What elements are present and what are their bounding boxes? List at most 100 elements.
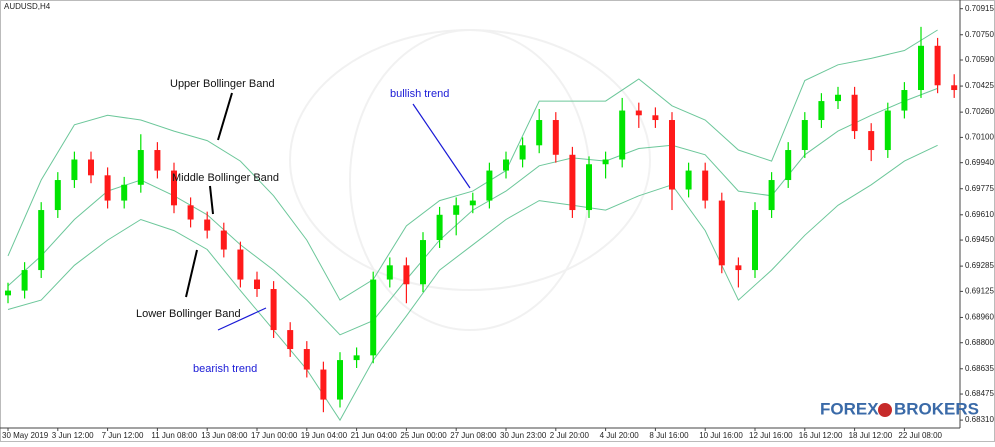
annotation: Upper Bollinger Band [170, 78, 275, 90]
candle-body [868, 131, 875, 151]
plot-area [5, 26, 958, 422]
bollinger-band [7, 29, 938, 301]
candle-body [303, 349, 310, 370]
candle-body [287, 330, 294, 350]
candle-body [884, 110, 891, 151]
y-tick-label: 0.69285 [965, 261, 994, 270]
candle-body [536, 120, 543, 146]
candle-body [71, 159, 78, 181]
candle-body [154, 150, 161, 171]
annotation: Middle Bollinger Band [172, 172, 279, 184]
annotation-line [185, 249, 198, 298]
symbol-label: AUDUSD,H4 [4, 2, 51, 11]
candle-body [254, 279, 260, 290]
y-tick-label: 0.69940 [965, 158, 994, 167]
x-tick-label: 21 Jun 04:00 [351, 431, 398, 440]
x-tick-label: 16 Jul 12:00 [799, 431, 843, 440]
x-tick-label: 2 Jul 20:00 [550, 431, 590, 440]
x-tick-label: 25 Jun 00:00 [400, 431, 447, 440]
annotation-line [209, 185, 214, 215]
candle-body [569, 154, 576, 211]
candle-body [370, 279, 377, 356]
x-tick-label: 12 Jul 16:00 [749, 431, 793, 440]
candle-body [187, 205, 194, 220]
annotation-line [217, 92, 233, 141]
y-tick-label: 0.69450 [965, 235, 994, 244]
candle-body [353, 355, 360, 361]
candle-body [121, 184, 128, 201]
candle-body [552, 120, 559, 155]
x-tick-label: 30 Jun 23:00 [500, 431, 547, 440]
candle-body [901, 90, 908, 111]
candle-body [918, 45, 924, 91]
candle-body [337, 360, 343, 400]
y-tick-label: 0.69610 [965, 210, 994, 219]
candle-body [104, 175, 111, 201]
x-tick-label: 19 Jun 04:00 [301, 431, 348, 440]
y-tick-label: 0.68635 [965, 364, 994, 373]
candle-body [386, 265, 393, 280]
annotation: bullish trend [390, 88, 449, 100]
candle-body [403, 265, 410, 285]
x-tick-label: 3 Jun 12:00 [52, 431, 94, 440]
y-tick-label: 0.70100 [965, 133, 994, 142]
candle-body [669, 120, 675, 190]
candle-body [685, 170, 692, 190]
candle-body [635, 110, 642, 116]
candle-body [436, 214, 443, 241]
candle-body [453, 205, 460, 215]
y-tick-label: 0.70260 [965, 107, 994, 116]
candle-body [171, 170, 177, 206]
candle-body [220, 230, 227, 250]
annotation-line [412, 103, 471, 189]
candle-body [851, 94, 858, 132]
bollinger-band [7, 144, 938, 422]
candle-body [320, 369, 327, 400]
candle-body [768, 180, 775, 211]
y-tick-label: 0.68800 [965, 338, 994, 347]
x-tick-label: 30 May 2019 [2, 431, 49, 440]
x-tick-label: 27 Jun 08:00 [450, 431, 497, 440]
candle-body [718, 200, 725, 266]
y-tick-label: 0.70915 [965, 4, 994, 13]
candle-body [21, 270, 28, 291]
annotation: bearish trend [193, 363, 257, 375]
y-tick-label: 0.70590 [965, 55, 994, 64]
candle-body [137, 150, 144, 185]
y-tick-label: 0.70750 [965, 30, 994, 39]
y-tick-label: 0.68960 [965, 313, 994, 322]
x-tick-label: 7 Jun 12:00 [102, 431, 144, 440]
candle-body [801, 120, 808, 151]
candle-body [602, 159, 609, 165]
candle-body [54, 180, 61, 211]
x-tick-label: 8 Jul 16:00 [649, 431, 689, 440]
y-tick-label: 0.68475 [965, 389, 994, 398]
candle-body [619, 110, 626, 160]
candle-body [951, 85, 958, 91]
candle-body [735, 265, 742, 271]
candle-body [835, 94, 841, 102]
candle-body [88, 159, 94, 176]
candle-body [652, 115, 659, 121]
y-tick-label: 0.70425 [965, 81, 994, 90]
annotation-line [217, 307, 267, 331]
candle-body [237, 249, 244, 280]
x-tick-label: 18 Jul 12:00 [849, 431, 893, 440]
x-tick-label: 17 Jun 00:00 [251, 431, 298, 440]
candle-body [586, 164, 592, 211]
annotation: Lower Bollinger Band [136, 308, 241, 320]
candle-body [519, 145, 526, 160]
candle-body [934, 45, 941, 86]
logo-globe [878, 403, 892, 417]
x-tick-label: 11 Jun 08:00 [151, 431, 197, 440]
candle-body [204, 219, 211, 231]
logo-text: BROKERS [894, 399, 979, 418]
y-tick-label: 0.69125 [965, 286, 994, 295]
candle-body [270, 289, 277, 331]
candle-body [785, 150, 792, 181]
candle-body [420, 240, 426, 285]
x-tick-label: 4 Jul 20:00 [600, 431, 640, 440]
candle-body [38, 210, 45, 271]
